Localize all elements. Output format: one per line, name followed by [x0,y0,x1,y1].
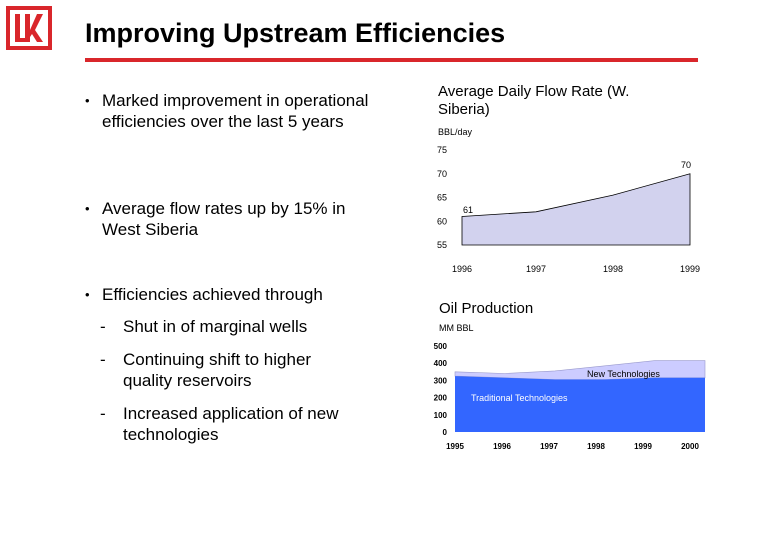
title-divider [85,58,698,62]
dash-marker: - [100,317,106,336]
x-tick-label: 1996 [493,442,511,451]
y-tick-label: 70 [437,169,447,179]
bullet-efficiencies: • Efficiencies achieved through [85,284,385,305]
y-tick-label: 100 [434,411,448,420]
new-technologies-area [454,360,706,380]
bullet-text: Marked improvement in operational effici… [102,91,369,131]
y-tick-label: 500 [434,342,448,351]
production-chart-title: Oil Production [439,300,534,317]
data-label: 70 [681,160,691,170]
x-tick-label: 1997 [540,442,558,451]
dash-marker: - [100,404,106,423]
flow-rate-area [461,173,691,246]
oil-production-chart: 0 100 200 300 400 500 1995 1996 1997 1998 1999 2000… [434,342,706,451]
lukoil-logo [6,6,52,50]
x-tick-label: 1998 [603,264,623,274]
y-tick-label: 65 [437,193,447,203]
production-chart-unit: MM BBL [439,323,474,333]
bullet-text: Average flow rates up by 15% in West Sib… [102,199,346,239]
y-tick-label: 75 [437,145,447,155]
bullet-marker: • [85,93,90,108]
x-tick-label: 1998 [587,442,605,451]
dash-marker: - [100,350,106,369]
data-label: 61 [463,205,473,215]
y-tick-label: 200 [434,394,448,403]
bullet-marker: • [85,287,90,302]
sub-bullet-text: Increased application of new technologie… [123,404,339,444]
series-label-new-technologies: New Technologies [587,369,660,379]
sub-bullet-reservoirs: - Continuing shift to higher quality res… [100,349,340,391]
series-label-traditional-technologies: Traditional Technologies [471,393,568,403]
y-tick-label: 400 [434,359,448,368]
sub-bullet-text: Shut in of marginal wells [123,317,308,336]
bullet-text: Efficiencies achieved through [102,285,323,304]
bullet-efficiency: • Marked improvement in operational effi… [85,90,370,132]
x-tick-label: 1995 [446,442,464,451]
flow-rate-chart: 55 60 65 70 75 1996 1997 1998 1999 61 70 [437,145,700,274]
sub-bullet-technologies: - Increased application of new technolog… [100,403,370,445]
bullet-flow-rates: • Average flow rates up by 15% in West S… [85,198,385,240]
bullet-marker: • [85,201,90,216]
x-tick-label: 1996 [452,264,472,274]
x-tick-label: 2000 [681,442,699,451]
x-tick-label: 1997 [526,264,546,274]
y-tick-label: 60 [437,216,447,226]
flow-chart-title: Average Daily Flow Rate (W. Siberia) [438,83,630,118]
y-tick-label: 0 [443,428,448,437]
sub-bullet-text: Continuing shift to higher quality reser… [123,350,312,390]
traditional-technologies-area [455,376,705,432]
x-tick-label: 1999 [680,264,700,274]
flow-chart-unit: BBL/day [438,127,473,137]
y-tick-label: 55 [437,240,447,250]
y-tick-label: 300 [434,376,448,385]
page-title: Improving Upstream Efficiencies [85,18,506,48]
sub-bullet-shut-in: - Shut in of marginal wells [100,316,360,337]
x-tick-label: 1999 [634,442,652,451]
